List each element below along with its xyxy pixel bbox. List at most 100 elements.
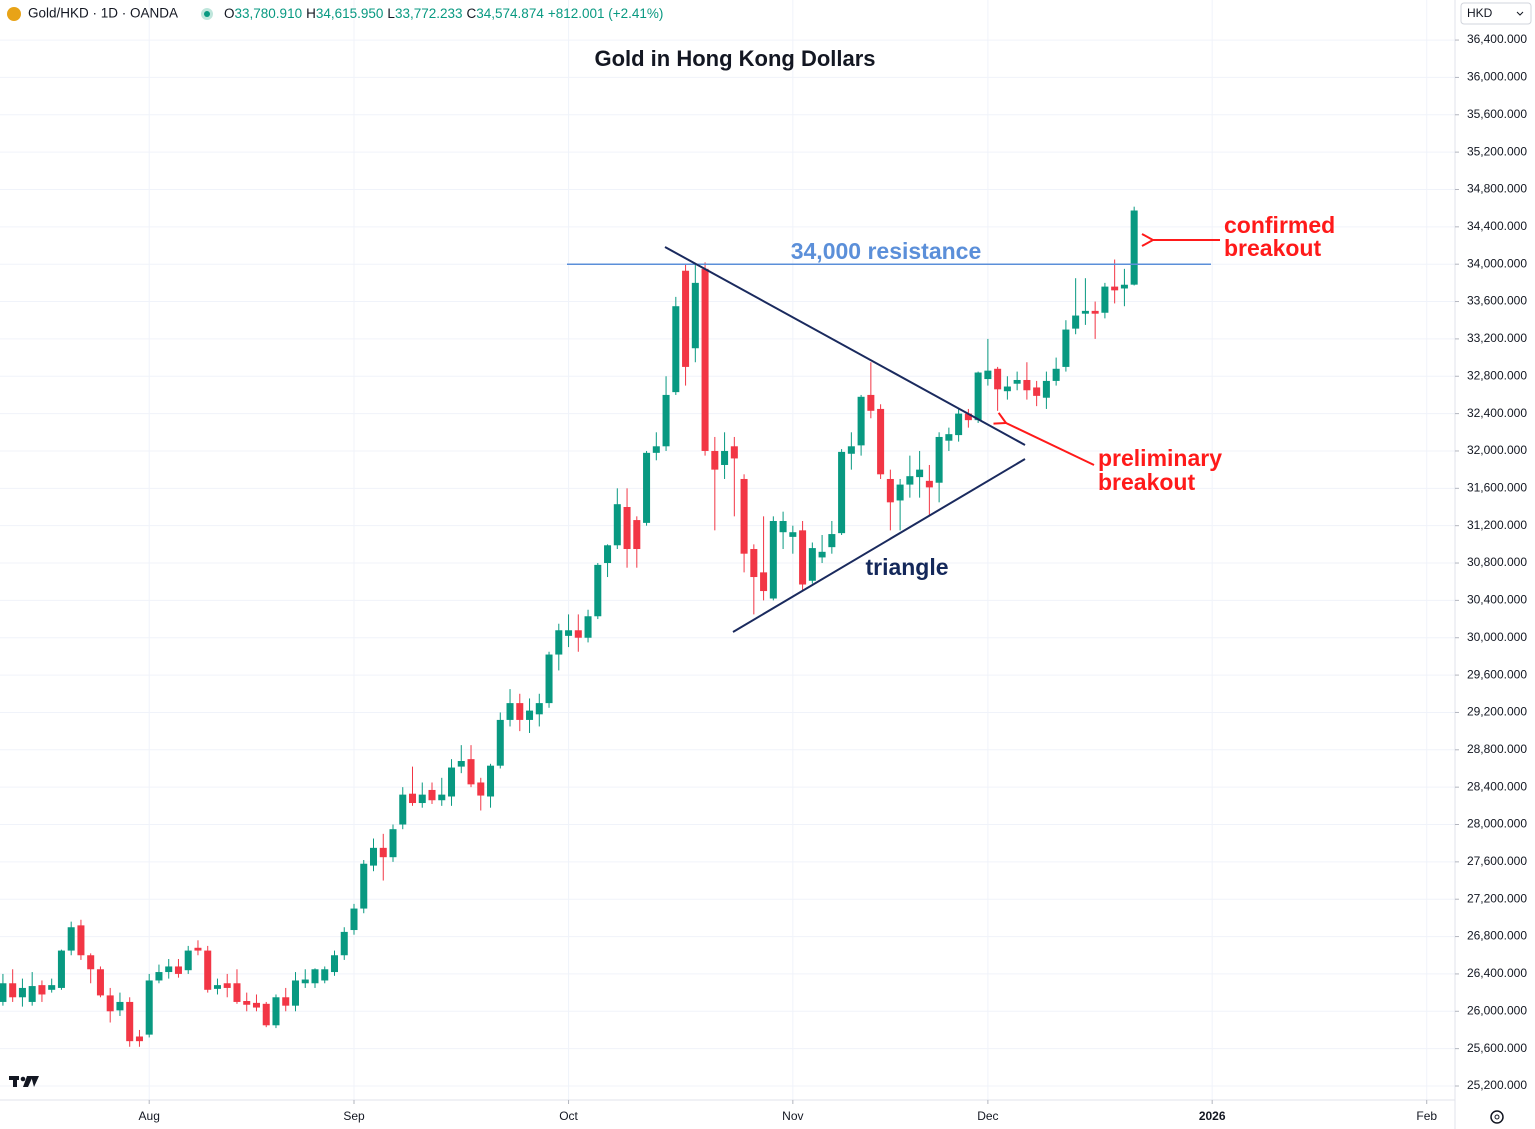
candle-body <box>1013 379 1021 384</box>
y-tick-label: 28,000.000 <box>1467 817 1527 831</box>
y-tick-label: 28,800.000 <box>1467 742 1527 756</box>
candle-body <box>867 394 875 411</box>
x-tick-label: Nov <box>782 1109 803 1123</box>
candle-body <box>1003 386 1011 392</box>
candle-body <box>838 451 846 534</box>
candle-body <box>467 759 475 785</box>
annotation: preliminary <box>1098 445 1222 471</box>
currency-button[interactable] <box>1460 2 1532 25</box>
y-tick-label: 32,000.000 <box>1467 443 1527 457</box>
candle-body <box>1042 380 1050 398</box>
candle-body <box>389 829 397 858</box>
candle-body <box>116 1001 124 1011</box>
y-tick-label: 35,600.000 <box>1467 107 1527 121</box>
candle-body <box>77 925 85 956</box>
candle-body <box>340 931 348 956</box>
candle-body <box>721 450 729 465</box>
candle-body <box>369 847 378 866</box>
chart-title: Gold in Hong Kong Dollars <box>594 46 875 71</box>
candle-body <box>28 986 36 1002</box>
y-tick-label: 30,800.000 <box>1467 555 1527 569</box>
candle-body <box>174 966 182 974</box>
candle-body <box>1052 368 1060 381</box>
currency-label[interactable]: HKD <box>1467 6 1493 20</box>
candle-body <box>857 396 865 446</box>
settings-button[interactable] <box>1490 1110 1504 1124</box>
candle-body <box>750 549 758 578</box>
candle-body <box>896 484 904 501</box>
y-tick-label: 36,400.000 <box>1467 32 1527 46</box>
symbol-icon <box>7 7 21 21</box>
candle-body <box>243 1001 251 1005</box>
candle-body <box>18 987 26 998</box>
candle-body <box>984 370 992 380</box>
candle-body <box>1081 310 1089 314</box>
candle-body <box>399 794 407 825</box>
candle-body <box>847 446 855 454</box>
candle-body <box>330 955 339 973</box>
candle-body <box>906 476 914 485</box>
candle-body <box>457 761 465 767</box>
candle-body <box>1120 284 1128 289</box>
x-tick-label: 2026 <box>1199 1109 1226 1123</box>
y-tick-label: 29,600.000 <box>1467 667 1527 681</box>
candle-body <box>67 927 75 951</box>
candle-body <box>506 703 514 720</box>
candle-body <box>57 950 65 988</box>
candle-body <box>0 983 7 1002</box>
candle-body <box>87 955 95 970</box>
ohlc-value: 34,574.874 <box>476 6 544 21</box>
candle-body <box>38 985 46 995</box>
candle-body <box>662 394 670 447</box>
symbol-name[interactable]: Gold/HKD · 1D · OANDA <box>28 6 178 21</box>
candle-body <box>565 630 573 636</box>
ohlc-value: 33,780.910 <box>235 6 303 21</box>
candle-body <box>808 548 816 581</box>
y-tick-label: 31,200.000 <box>1467 518 1527 532</box>
y-tick-label: 29,200.000 <box>1467 705 1527 719</box>
candle-body <box>145 980 153 1035</box>
y-tick-label: 36,000.000 <box>1467 70 1527 84</box>
candle-body <box>779 521 787 533</box>
y-tick-label: 31,600.000 <box>1467 480 1527 494</box>
candle-body <box>789 532 797 537</box>
ohlc-key: C <box>467 6 477 21</box>
candle-body <box>126 1001 134 1042</box>
y-tick-label: 34,800.000 <box>1467 182 1527 196</box>
y-tick-label: 32,400.000 <box>1467 406 1527 420</box>
x-tick-label: Dec <box>977 1109 998 1123</box>
candle-body <box>877 408 885 475</box>
candle-body <box>272 997 280 1026</box>
candle-body <box>48 985 56 990</box>
candle-body <box>282 997 290 1006</box>
y-tick-label: 34,000.000 <box>1467 256 1527 270</box>
candle-body <box>740 478 748 554</box>
candle-body <box>613 504 621 546</box>
candle-body <box>321 969 329 981</box>
candle-body <box>652 446 660 453</box>
candle-body <box>291 980 299 1006</box>
candle-body <box>886 478 894 503</box>
y-tick-label: 33,200.000 <box>1467 331 1527 345</box>
triangle-lower <box>732 458 1026 633</box>
candle-body <box>350 908 358 931</box>
candle-body <box>1101 286 1109 313</box>
candle-body <box>223 983 231 988</box>
ohlc-key: O <box>224 6 235 21</box>
resistance-label: 34,000 resistance <box>791 238 982 264</box>
candle-body <box>1023 379 1031 391</box>
candle-body <box>633 520 641 550</box>
candle-body <box>730 446 738 459</box>
candle-body <box>711 450 719 470</box>
chevron <box>1516 11 1524 16</box>
x-tick-label: Aug <box>139 1109 160 1123</box>
candle-body <box>672 306 680 393</box>
ohlc-value: 34,615.950 <box>316 6 384 21</box>
y-tick-label: 33,600.000 <box>1467 294 1527 308</box>
candle-body <box>604 545 612 564</box>
candle-body <box>623 506 631 550</box>
candle-body <box>945 434 953 441</box>
candle-body <box>994 368 1002 390</box>
candle-body <box>526 710 534 720</box>
logo[interactable] <box>9 1076 39 1087</box>
